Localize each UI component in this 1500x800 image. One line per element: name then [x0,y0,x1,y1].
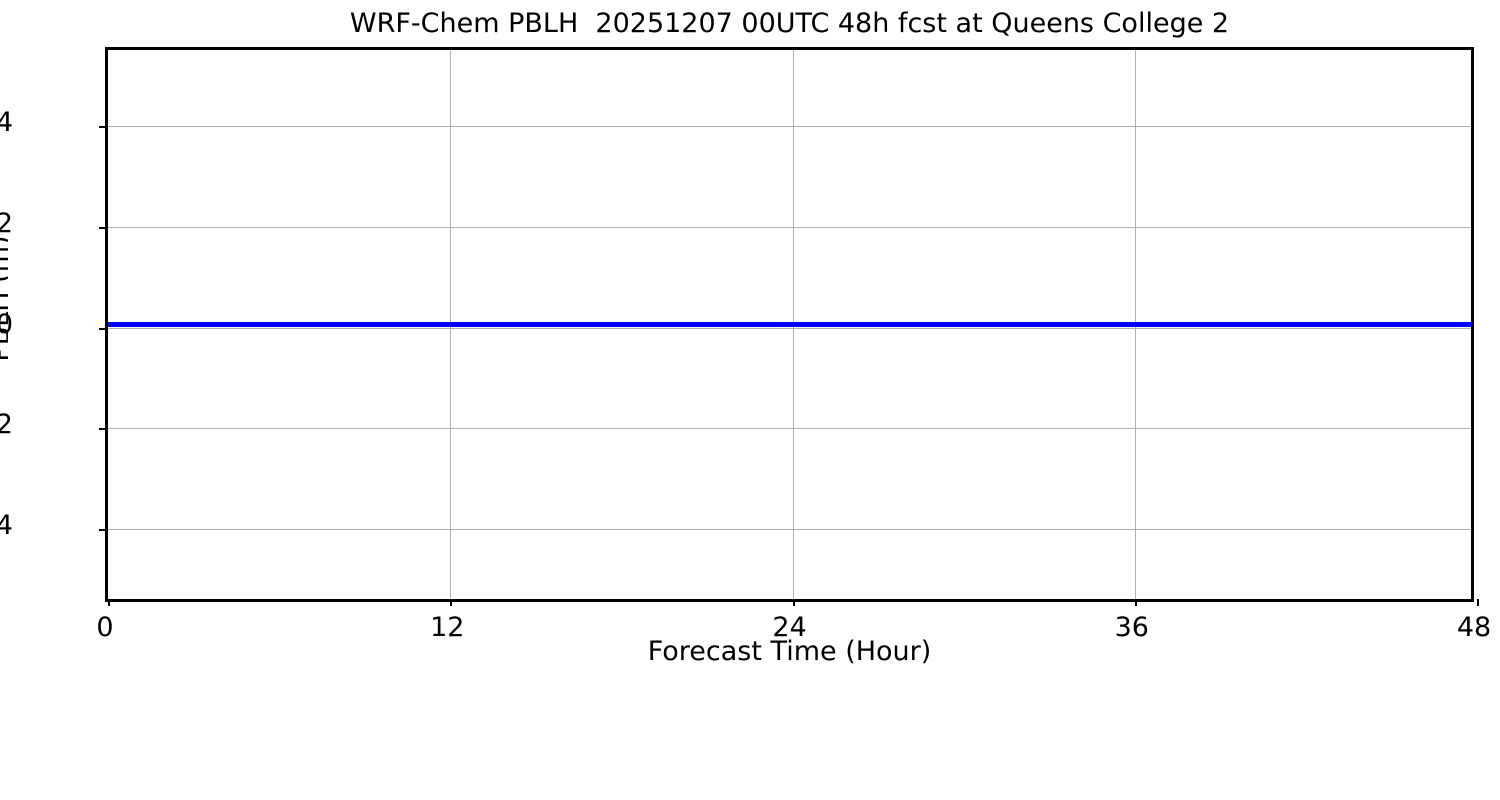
y-tick-label: −0.02 [0,409,13,441]
x-tick-mark [450,599,453,606]
y-tick-mark [99,529,106,532]
x-tick-mark [1477,599,1479,606]
plot-inner [108,50,1471,599]
x-tick-label: 36 [1114,612,1149,643]
x-tick-mark [108,599,110,606]
y-tick-label: 0.00 [0,308,13,340]
y-tick-label: −0.04 [0,510,13,542]
y-tick-mark [99,428,106,431]
x-tick-label: 24 [772,612,807,643]
plot-area [99,47,1479,606]
y-tick-mark [99,327,106,330]
gridline-horizontal [108,327,1471,329]
x-axis-label: Forecast Time (Hour) [647,636,932,667]
x-tick-label: 12 [430,612,465,643]
y-tick-mark [99,125,106,128]
gridline-horizontal [108,428,1471,430]
data-series-pblh [108,322,1471,327]
y-tick-mark [99,226,106,229]
y-tick-label: 0.04 [0,106,13,138]
gridline-horizontal [108,125,1471,127]
x-tick-mark [792,599,795,606]
gridline-horizontal [108,529,1471,531]
y-tick-label: 0.02 [0,207,13,239]
chart-title: WRF-Chem PBLH 20251207 00UTC 48h fcst at… [349,8,1230,39]
gridline-horizontal [108,226,1471,228]
x-tick-mark [1134,599,1137,606]
x-tick-label: 48 [1456,612,1492,643]
x-tick-label: 0 [96,612,114,643]
